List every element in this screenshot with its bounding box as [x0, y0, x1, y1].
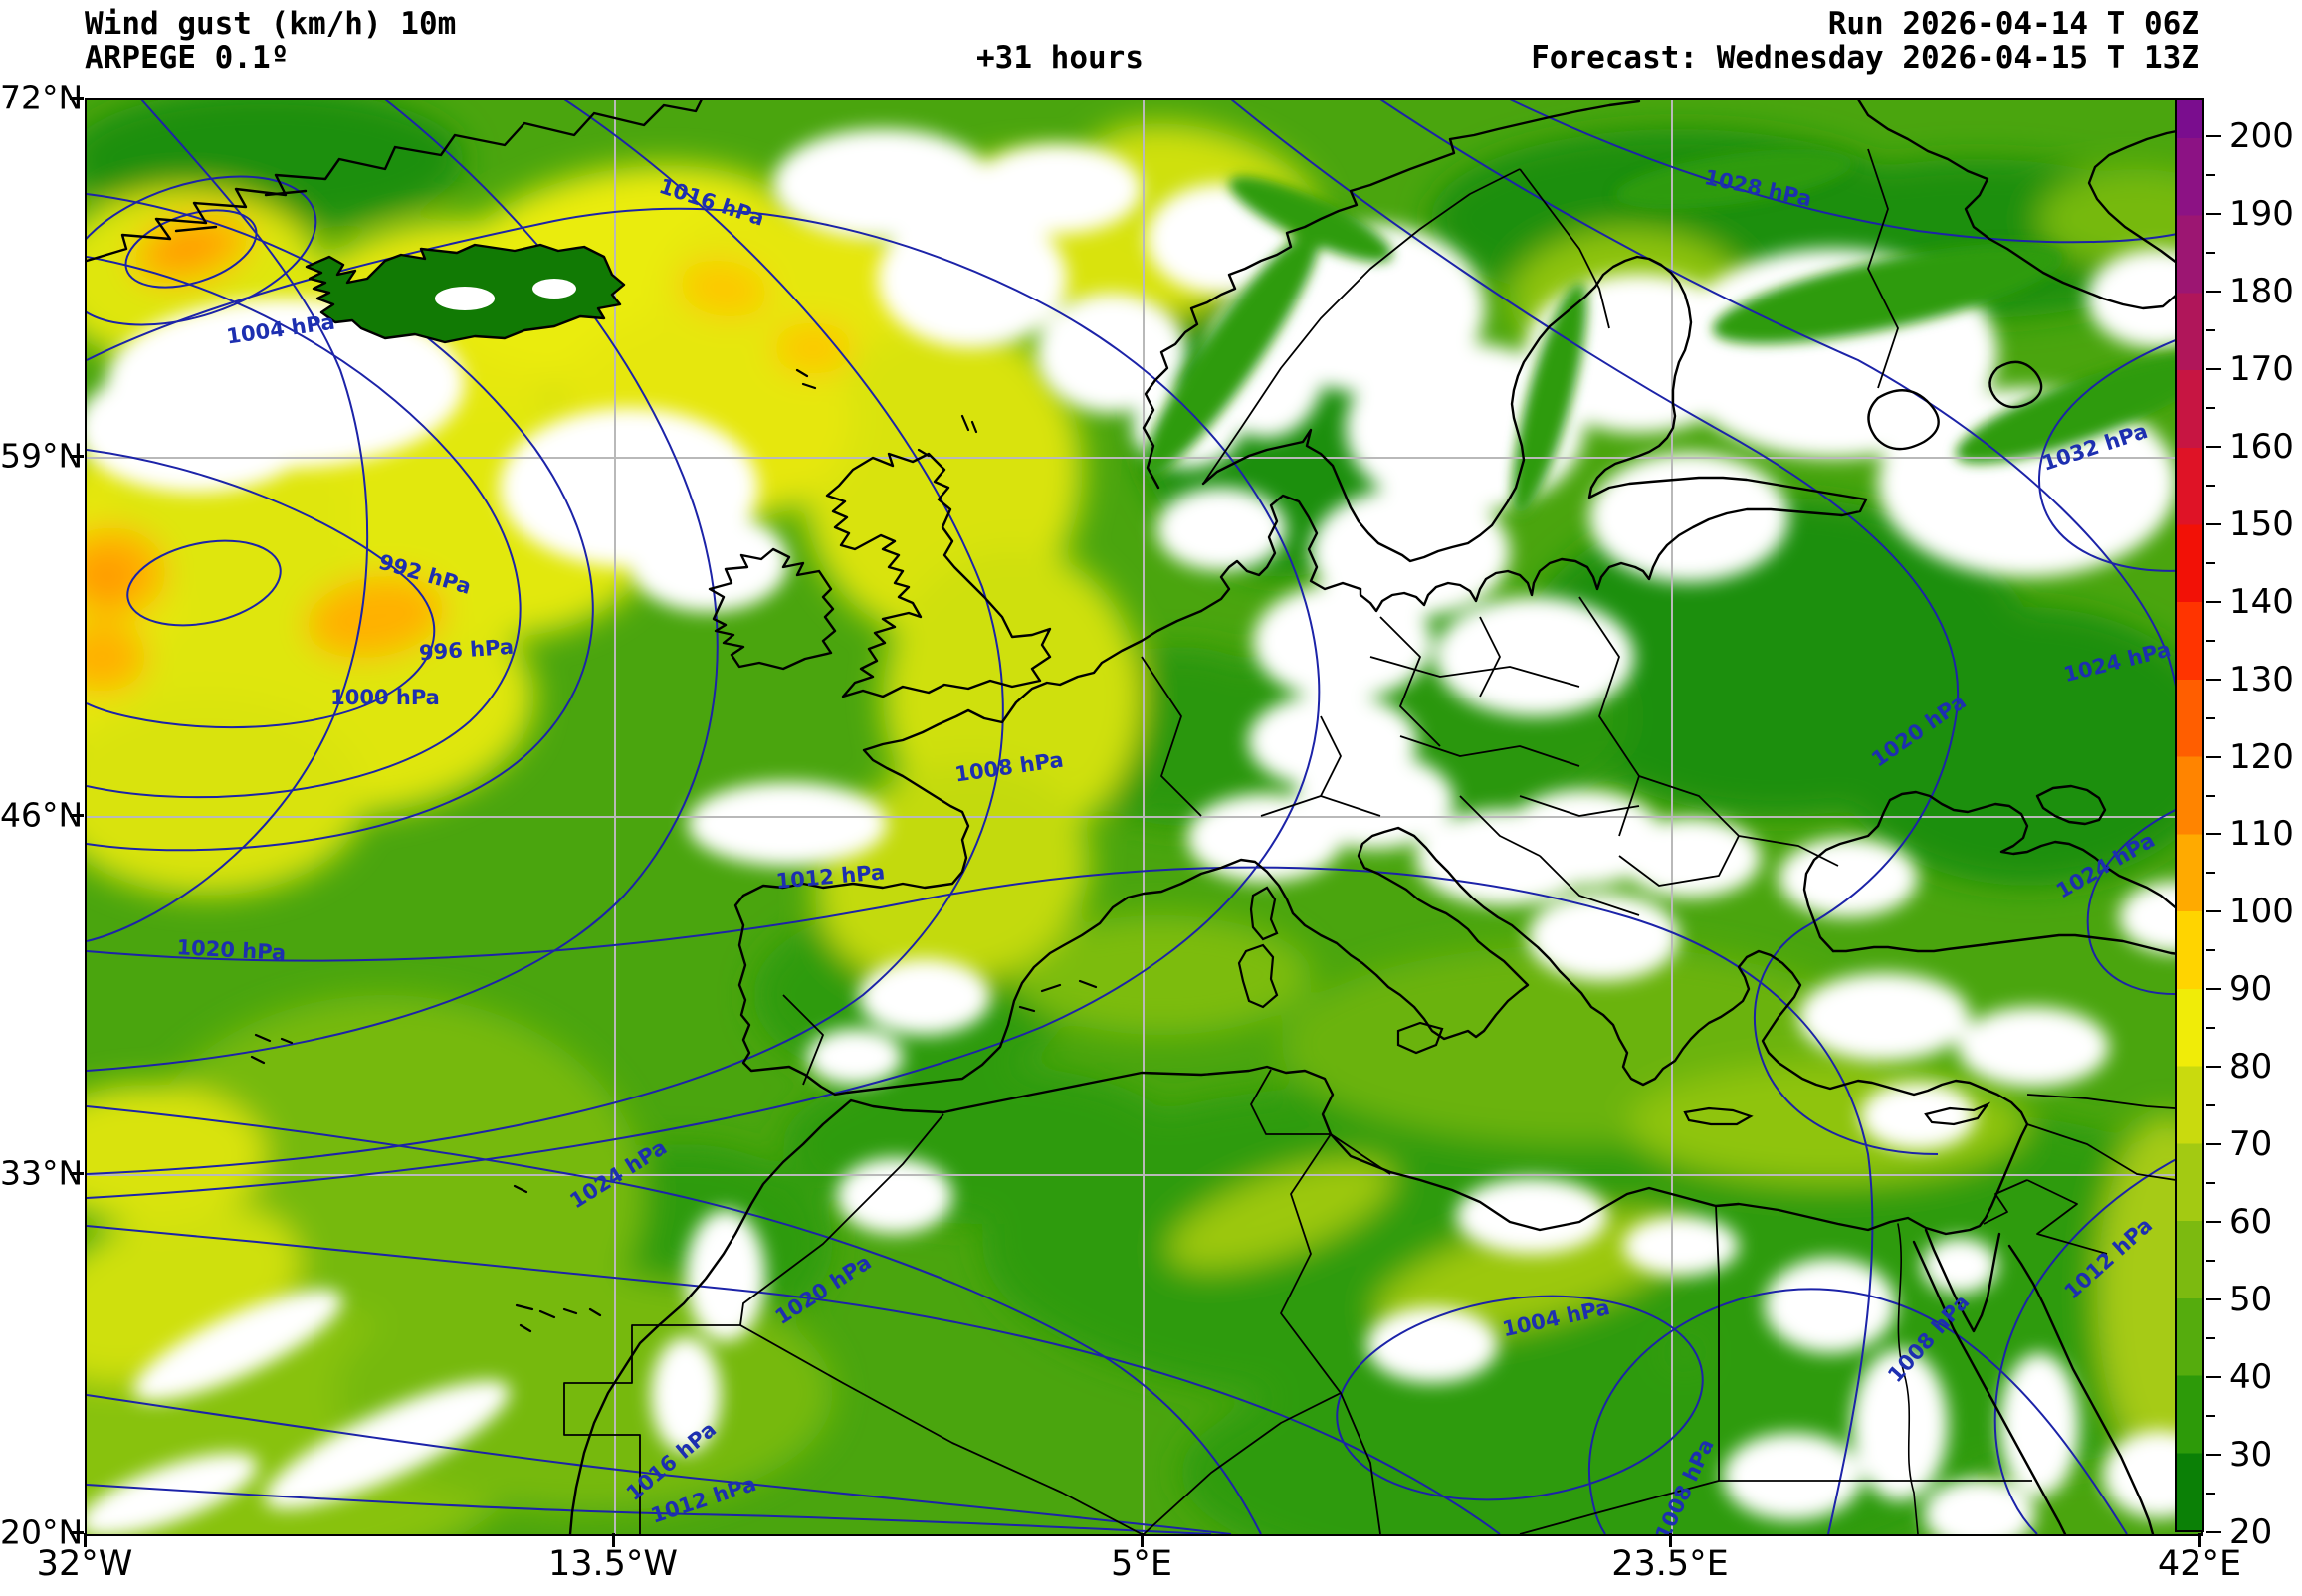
- colorbar-tick: [2206, 1337, 2215, 1340]
- colorbar-tick-label: 60: [2229, 1202, 2273, 1243]
- colorbar-tick-label: 80: [2229, 1047, 2273, 1088]
- colorbar-tick: [2206, 251, 2215, 254]
- lon-tick-label: 32°W: [36, 1544, 133, 1584]
- lon-tick-label: 13.5°W: [547, 1544, 679, 1584]
- colorbar-tick: [2206, 716, 2215, 719]
- run-label: Run 2026-04-14 T 06Z: [1827, 6, 2199, 42]
- colorbar-tick: [2206, 290, 2221, 293]
- country-borders: [563, 148, 2201, 1534]
- colorbar-tick: [2206, 833, 2221, 836]
- colorbar-tick: [2206, 173, 2215, 176]
- lat-tick-label: 46°N: [0, 795, 84, 835]
- colorbar-tick: [2206, 445, 2221, 448]
- colorbar-tick: [2206, 1143, 2221, 1146]
- colorbar-tick-label: 70: [2229, 1124, 2273, 1165]
- lat-tick-label: 20°N: [0, 1512, 84, 1552]
- colorbar-tick: [2206, 949, 2215, 952]
- colorbar-tick-label: 200: [2229, 115, 2294, 156]
- lat-tick-label: 59°N: [0, 436, 84, 476]
- colorbar-tick-label: 120: [2229, 736, 2294, 777]
- islands: [250, 368, 1991, 1333]
- colorbar-tick-label: 130: [2229, 659, 2294, 699]
- colorbar-tick: [2206, 639, 2215, 642]
- colorbar-tick-label: 20: [2229, 1512, 2273, 1552]
- colorbar-tick: [2206, 134, 2221, 137]
- lead-time-label: +31 hours: [976, 40, 1144, 76]
- colorbar-tick: [2206, 1221, 2221, 1224]
- colorbar-tick: [2206, 1260, 2215, 1263]
- lat-tick: [70, 455, 84, 458]
- colorbar-tick-label: 110: [2229, 814, 2294, 855]
- colorbar-tick-label: 180: [2229, 271, 2294, 311]
- colorbar-tick: [2206, 1182, 2215, 1185]
- colorbar-tick-label: 50: [2229, 1280, 2273, 1320]
- lat-tick: [70, 814, 84, 817]
- lon-tick: [1669, 1533, 1672, 1547]
- colorbar-tick: [2206, 794, 2215, 797]
- colorbar-tick: [2206, 600, 2221, 603]
- lat-tick: [70, 1531, 84, 1534]
- colorbar-tick: [2206, 910, 2221, 913]
- colorbar-tick-label: 100: [2229, 892, 2294, 932]
- colorbar-tick-label: 160: [2229, 426, 2294, 467]
- colorbar-tick-label: 140: [2229, 581, 2294, 622]
- colorbar-tick: [2206, 1027, 2215, 1030]
- colorbar-tick: [2206, 212, 2221, 215]
- colorbar-tick-label: 150: [2229, 503, 2294, 544]
- colorbar-tick: [2206, 1454, 2221, 1457]
- colorbar-tick-label: 30: [2229, 1435, 2273, 1476]
- colorbar-tick: [2206, 1066, 2221, 1069]
- colorbar-tick: [2206, 1104, 2215, 1107]
- colorbar-tick: [2206, 367, 2221, 370]
- lat-tick: [70, 97, 84, 100]
- colorbar-tick: [2206, 406, 2215, 409]
- colorbar-tick-label: 170: [2229, 348, 2294, 389]
- coastlines: [87, 100, 2201, 1534]
- isobar-label: 1020 hPa: [176, 935, 287, 965]
- colorbar-tick: [2206, 755, 2221, 758]
- colorbar-tick: [2206, 1298, 2221, 1301]
- colorbar-tick: [2206, 1415, 2215, 1418]
- colorbar-tick: [2206, 1493, 2215, 1496]
- lon-tick-label: 42°E: [2157, 1544, 2242, 1584]
- lon-tick: [612, 1533, 615, 1547]
- calm-white-areas: [87, 129, 2201, 1534]
- lon-tick-label: 23.5°E: [1611, 1544, 1729, 1584]
- lon-tick: [84, 1533, 87, 1547]
- colorbar-tick: [2206, 678, 2221, 681]
- lat-tick-label: 33°N: [0, 1153, 84, 1193]
- lon-tick: [2198, 1533, 2201, 1547]
- grid-lines: [87, 100, 2201, 1534]
- colorbar-tick: [2206, 1531, 2221, 1533]
- lat-tick-label: 72°N: [0, 78, 84, 117]
- colorbar-tick: [2206, 484, 2215, 487]
- page-title: Wind gust (km/h) 10m: [85, 6, 457, 42]
- colorbar-tick-label: 90: [2229, 969, 2273, 1010]
- colorbar-tick: [2206, 328, 2215, 331]
- forecast-label: Forecast: Wednesday 2026-04-15 T 13Z: [1531, 40, 2199, 76]
- lon-tick-label: 5°E: [1111, 1544, 1172, 1584]
- colorbar-tick-label: 40: [2229, 1357, 2273, 1398]
- colorbar-tick: [2206, 522, 2221, 525]
- colorbar-tick: [2206, 988, 2221, 991]
- colorbar-tick-label: 190: [2229, 193, 2294, 234]
- weather-map: 1016 hPa 1004 hPa 992 hPa 996 hPa 1000 hPa 10…: [85, 98, 2203, 1536]
- colorbar: [2175, 98, 2204, 1532]
- lat-tick: [70, 1172, 84, 1175]
- isobar-lines: [87, 100, 2201, 1534]
- colorbar-tick: [2206, 561, 2215, 564]
- lon-tick: [1141, 1533, 1144, 1547]
- model-label: ARPEGE 0.1º: [85, 40, 290, 76]
- colorbar-tick: [2206, 872, 2215, 875]
- colorbar-tick: [2206, 1376, 2221, 1379]
- isobar-label: 1000 hPa: [330, 686, 440, 709]
